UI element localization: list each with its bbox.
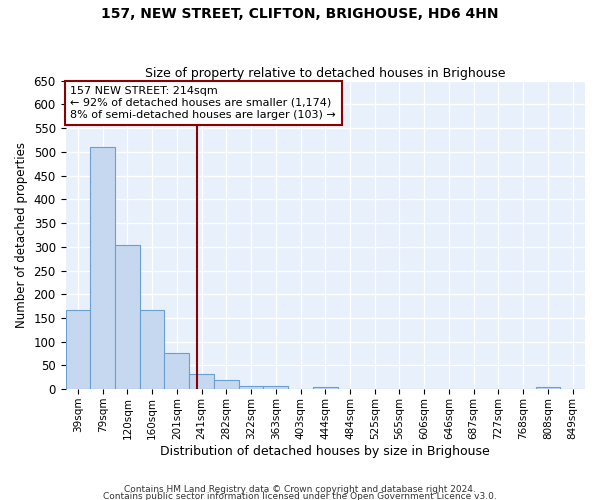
Text: 157 NEW STREET: 214sqm
← 92% of detached houses are smaller (1,174)
8% of semi-d: 157 NEW STREET: 214sqm ← 92% of detached… — [70, 86, 336, 120]
Bar — [90, 147, 115, 389]
Y-axis label: Number of detached properties: Number of detached properties — [15, 142, 28, 328]
Text: 157, NEW STREET, CLIFTON, BRIGHOUSE, HD6 4HN: 157, NEW STREET, CLIFTON, BRIGHOUSE, HD6… — [101, 8, 499, 22]
Bar — [214, 380, 239, 389]
Title: Size of property relative to detached houses in Brighouse: Size of property relative to detached ho… — [145, 66, 506, 80]
Bar — [313, 387, 338, 389]
Bar — [65, 310, 90, 389]
Text: Contains HM Land Registry data © Crown copyright and database right 2024.: Contains HM Land Registry data © Crown c… — [124, 486, 476, 494]
Bar — [239, 386, 263, 389]
Bar — [263, 386, 288, 389]
Bar — [140, 310, 164, 389]
X-axis label: Distribution of detached houses by size in Brighouse: Distribution of detached houses by size … — [160, 444, 490, 458]
Bar — [115, 246, 140, 389]
Bar — [164, 352, 189, 389]
Text: Contains public sector information licensed under the Open Government Licence v3: Contains public sector information licen… — [103, 492, 497, 500]
Bar — [189, 374, 214, 389]
Bar — [536, 387, 560, 389]
